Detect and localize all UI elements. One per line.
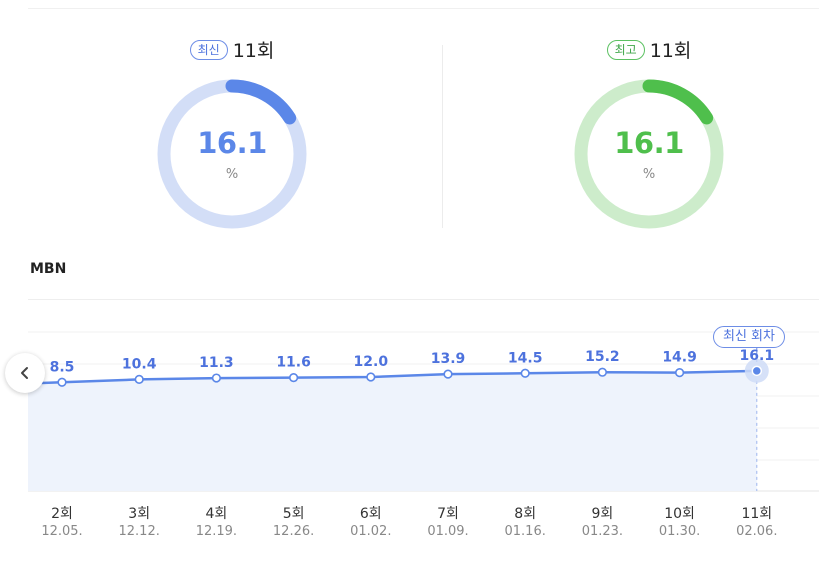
data-point-2 (211, 373, 221, 383)
x-tick-0: 2회 12.05. (27, 505, 97, 541)
value-label-2: 11.3 (199, 355, 234, 371)
top-divider (28, 8, 819, 9)
latest-rating-value: 16.1 (197, 126, 267, 160)
value-label-6: 14.5 (508, 350, 543, 366)
x-tick-episode: 5회 (282, 506, 305, 522)
data-point-8 (674, 368, 685, 378)
value-label-4: 12.0 (354, 354, 389, 370)
x-tick-episode: 8회 (514, 506, 537, 522)
latest-card-header: 최신 11회 (122, 36, 342, 63)
x-tick-date: 01.02. (350, 524, 392, 539)
value-label-8: 14.9 (662, 350, 697, 366)
data-point-6 (520, 368, 530, 378)
x-tick-date: 01.30. (658, 524, 701, 539)
data-point-4 (366, 372, 376, 382)
x-tick-9: 11회 02.06. (722, 505, 792, 541)
value-label-9: 16.1 (740, 348, 775, 364)
x-tick-date: 12.19. (195, 524, 238, 539)
latest-donut-gauge (157, 79, 307, 229)
card-divider (442, 45, 443, 228)
x-tick-episode: 7회 (437, 506, 459, 522)
highest-rating-unit: % (642, 167, 656, 182)
latest-episode-tag: 최신 회차 (713, 326, 785, 348)
x-tick-date: 01.16. (504, 524, 546, 539)
x-tick-date: 01.09. (427, 524, 469, 539)
section-divider (28, 299, 819, 300)
x-tick-episode: 11회 (741, 506, 773, 522)
data-point-7 (597, 367, 608, 377)
data-point-0 (57, 377, 67, 387)
x-tick-2: 4회 12.19. (181, 505, 251, 541)
data-point-3 (289, 372, 299, 383)
x-tick-date: 12.26. (272, 524, 315, 539)
prev-button[interactable] (5, 353, 45, 393)
latest-donut-fill (157, 79, 307, 229)
x-tick-8: 10회 01.30. (645, 505, 715, 541)
data-point-1 (134, 374, 144, 384)
highest-episode: 11회 (649, 40, 692, 62)
latest-episode: 11회 (232, 40, 275, 62)
x-tick-date: 12.05. (41, 524, 83, 539)
x-tick-episode: 4회 (205, 506, 228, 522)
x-tick-date: 01.23. (581, 524, 624, 539)
area-fill (28, 370, 757, 491)
x-tick-date: 12.12. (118, 524, 160, 539)
x-tick-episode: 2회 (51, 506, 73, 522)
x-tick-6: 8회 01.16. (490, 505, 560, 541)
highest-donut-fill (574, 79, 724, 229)
channel-title: MBN (30, 261, 67, 277)
latest-rating-unit: % (225, 167, 239, 182)
x-tick-7: 9회 01.23. (567, 505, 637, 541)
highest-card-header: 최고 11회 (539, 36, 759, 63)
x-tick-5: 7회 01.09. (413, 505, 483, 541)
rating-line-chart: 8.5 10.4 11.3 11.6 12.0 13.9 14.5 15.2 14.9 16.1 (27, 331, 819, 492)
highest-rating-card: 최고 11회 16.1 % (539, 30, 759, 230)
highest-rating-value: 16.1 (614, 126, 684, 160)
x-tick-episode: 10회 (664, 506, 695, 522)
highest-donut-gauge (574, 79, 724, 229)
data-point-9 (751, 365, 763, 377)
latest-badge: 최신 (189, 39, 228, 60)
x-tick-date: 02.06. (736, 524, 778, 539)
data-point-5 (443, 369, 453, 379)
latest-rating-card: 최신 11회 16.1 % (122, 30, 342, 230)
x-tick-episode: 6회 (359, 506, 382, 522)
value-label-1: 10.4 (122, 356, 157, 372)
value-label-5: 13.9 (431, 351, 466, 367)
value-label-7: 15.2 (585, 349, 620, 365)
chevron-left-icon (21, 367, 28, 379)
x-tick-3: 5회 12.26. (259, 505, 329, 541)
x-tick-episode: 9회 (591, 506, 614, 522)
x-tick-1: 3회 12.12. (104, 505, 174, 541)
value-label-3: 11.6 (276, 355, 311, 371)
highest-badge: 최고 (606, 39, 645, 60)
x-tick-4: 6회 01.02. (336, 505, 406, 541)
value-label-0: 8.5 (50, 359, 75, 375)
x-tick-episode: 3회 (128, 506, 151, 522)
